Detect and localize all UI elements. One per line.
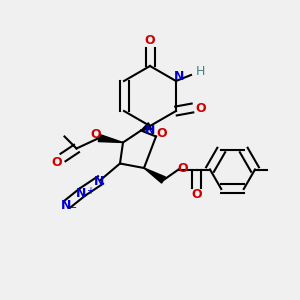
Text: N: N	[174, 70, 184, 83]
Text: O: O	[157, 127, 167, 140]
Text: N: N	[61, 199, 71, 212]
Text: +: +	[86, 185, 94, 196]
Text: N: N	[76, 187, 86, 200]
Polygon shape	[141, 123, 152, 130]
Text: N: N	[94, 175, 104, 188]
Text: H: H	[195, 65, 205, 79]
Text: O: O	[52, 155, 62, 169]
Polygon shape	[144, 168, 165, 183]
Text: N: N	[145, 124, 155, 137]
Text: O: O	[91, 128, 101, 142]
Text: −: −	[69, 203, 78, 214]
Text: O: O	[196, 101, 206, 115]
Text: O: O	[191, 188, 202, 202]
Polygon shape	[98, 134, 123, 142]
Text: O: O	[145, 34, 155, 47]
Text: O: O	[178, 161, 188, 175]
